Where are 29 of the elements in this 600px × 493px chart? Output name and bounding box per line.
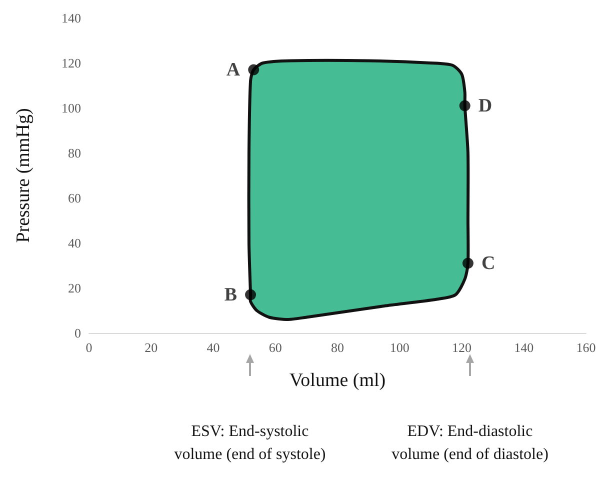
point xyxy=(245,289,256,300)
x-tick-label: 80 xyxy=(331,340,344,355)
data-label: A xyxy=(226,59,240,80)
x-axis-title: Volume (ml) xyxy=(289,370,386,391)
data-label: D xyxy=(478,95,492,116)
y-tick-label: 120 xyxy=(62,56,81,70)
y-tick-label: 140 xyxy=(62,10,81,26)
x-tick-label: 0 xyxy=(86,340,92,355)
x-tick-label: 100 xyxy=(390,340,410,355)
x-tick-label: 140 xyxy=(514,340,534,355)
y-tick-label: 60 xyxy=(68,190,81,206)
y-tick-label: 20 xyxy=(68,280,81,296)
data-label: B xyxy=(224,284,238,306)
point xyxy=(462,258,474,269)
y-tick-label: 80 xyxy=(68,146,81,160)
text: EDV: End-diastolic volume (end of diastole) xyxy=(390,422,550,465)
x-tick-label: 120 xyxy=(452,340,472,355)
data-label: C xyxy=(481,252,496,274)
text: ESV: End-systolic volume (end of systole) xyxy=(173,422,327,465)
x-tick-label: 40 xyxy=(206,340,220,355)
x-tick-label: 160 xyxy=(576,340,596,355)
point xyxy=(248,64,260,76)
x-tick-label: 60 xyxy=(268,340,282,355)
y-axis-title: Pressure (mmHg) xyxy=(13,108,34,243)
point xyxy=(459,100,470,112)
y-tick-label: 100 xyxy=(62,100,81,116)
y-tick-label: 0 xyxy=(74,326,81,340)
x-tick-label: 20 xyxy=(144,340,158,355)
y-tick-label: 40 xyxy=(68,236,81,250)
